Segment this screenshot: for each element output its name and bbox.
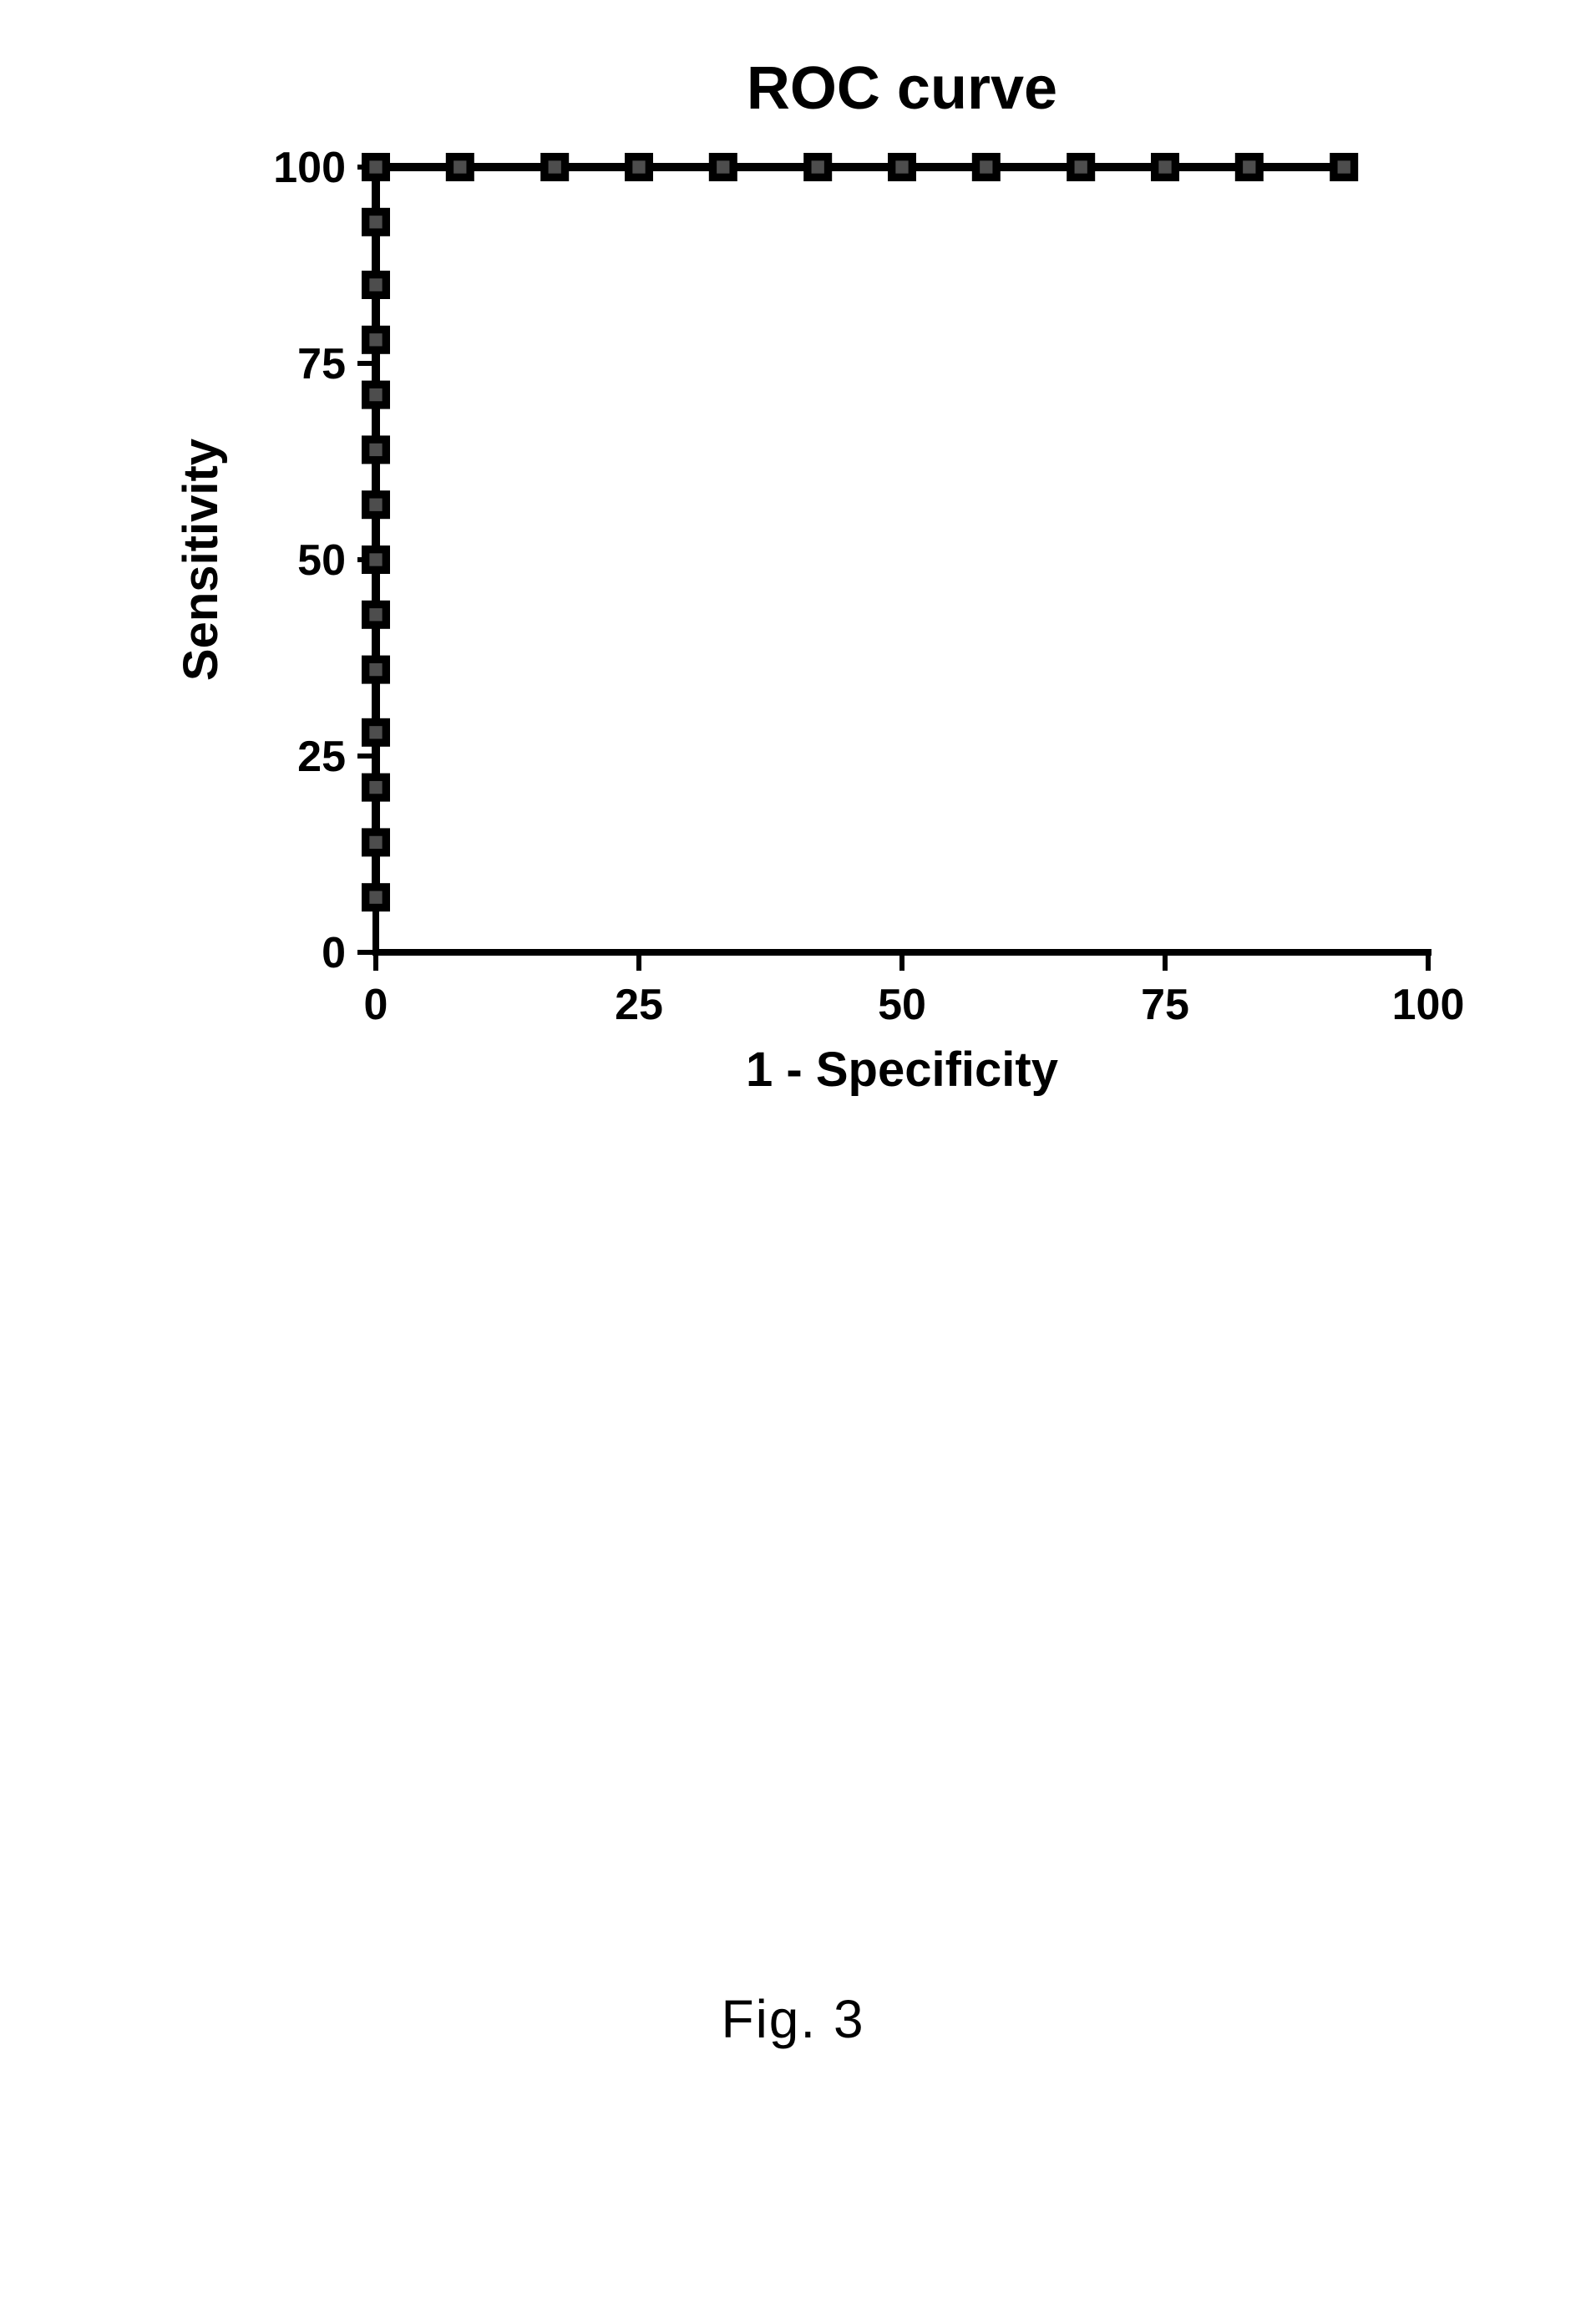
chart-title: ROC curve — [747, 55, 1057, 122]
x-tick-label: 50 — [878, 981, 926, 1029]
y-axis-label: Sensitivity — [174, 439, 228, 681]
x-axis-label: 1 - Specificity — [746, 1043, 1058, 1097]
x-tick-label: 25 — [615, 981, 663, 1029]
y-tick-label: 100 — [273, 144, 346, 192]
y-tick-label: 25 — [297, 733, 346, 781]
roc-chart: ROC curve 0 25 50 75 100 0 25 50 75 100 1 - Specifi… — [125, 33, 1545, 1157]
figure-caption: Fig. 3 — [0, 1988, 1586, 2050]
x-tick-label: 100 — [1392, 981, 1465, 1029]
y-tick-label: 75 — [297, 340, 346, 388]
y-tick-label: 0 — [322, 929, 346, 977]
roc-chart-svg: ROC curve 0 25 50 75 100 0 25 50 75 100 1 - Specifi… — [125, 33, 1545, 1153]
page-root: ROC curve 0 25 50 75 100 0 25 50 75 100 1 - Specifi… — [0, 0, 1586, 2324]
x-tick-label: 0 — [364, 981, 388, 1029]
y-tick-label: 50 — [297, 536, 346, 585]
x-tick-label: 75 — [1141, 981, 1189, 1029]
